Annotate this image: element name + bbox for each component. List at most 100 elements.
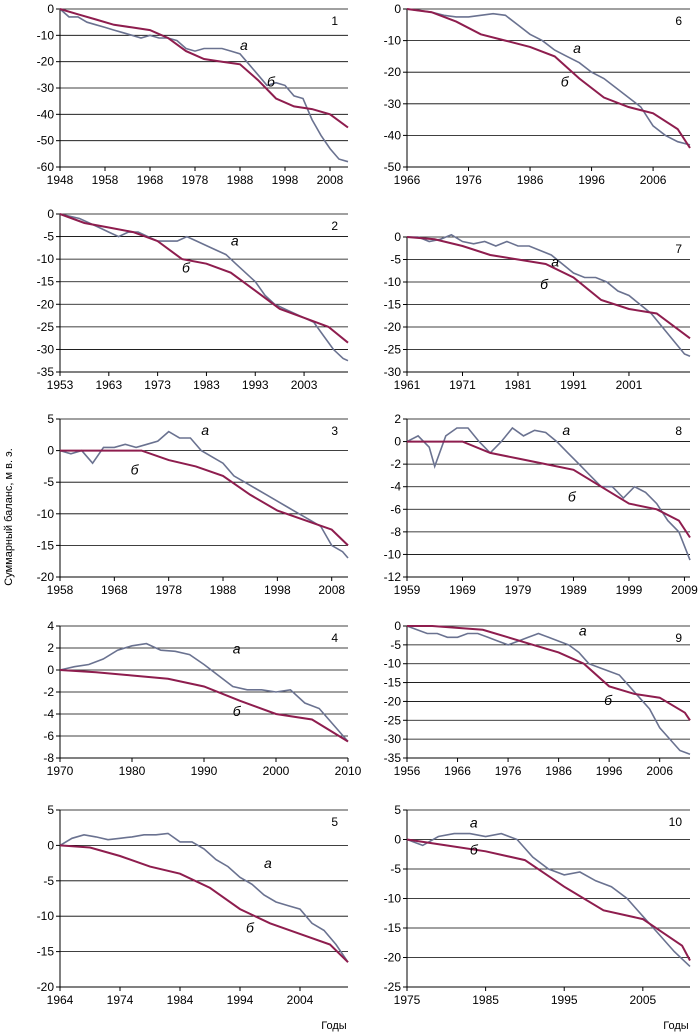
y-tick-label: 0 <box>394 435 401 449</box>
x-tick-label: 2006 <box>640 173 667 187</box>
x-tick-label: 1966 <box>444 764 471 778</box>
x-tick-label: 1974 <box>107 993 134 1007</box>
x-tick-label: 1991 <box>560 378 587 392</box>
series-line-a <box>406 426 691 561</box>
x-tick-label: 1968 <box>137 173 164 187</box>
panel-number: 1 <box>331 14 338 28</box>
series-line-a <box>59 213 349 362</box>
y-tick-label: -5 <box>43 475 54 489</box>
x-tick-label: 1994 <box>227 993 254 1007</box>
annotation-a: а <box>233 641 241 657</box>
series-line-b <box>60 449 349 547</box>
annotation-b: б <box>561 73 570 89</box>
y-tick-label: -35 <box>37 365 55 379</box>
x-tick-label: 1959 <box>394 583 421 597</box>
series-line-a <box>59 430 349 559</box>
x-tick-label: 1958 <box>92 173 119 187</box>
y-tick-label: -20 <box>37 55 55 69</box>
y-tick-label: -10 <box>384 892 402 906</box>
x-tick-label: 1983 <box>193 378 220 392</box>
y-tick-label: -5 <box>43 230 54 244</box>
x-tick-label: 1948 <box>47 173 74 187</box>
y-tick-label: -5 <box>43 874 54 888</box>
x-tick-label: 2008 <box>318 583 345 597</box>
x-tick-label: 1993 <box>242 378 269 392</box>
x-tick-label: 1980 <box>119 764 146 778</box>
x-tick-label: 2006 <box>646 764 673 778</box>
x-tick-label: 1988 <box>227 173 254 187</box>
y-tick-label: 0 <box>47 207 54 221</box>
y-tick-label: -25 <box>384 980 402 994</box>
y-tick-label: -15 <box>384 921 402 935</box>
y-tick-label: 0 <box>47 838 54 852</box>
x-tick-label: 1998 <box>264 583 291 597</box>
x-tick-label: 2009 <box>671 583 698 597</box>
y-tick-label: 0 <box>394 230 401 244</box>
y-tick-label: 4 <box>47 619 54 633</box>
x-axis-label-left: Годы <box>321 1020 347 1032</box>
y-tick-label: 0 <box>47 444 54 458</box>
y-tick-label: 5 <box>47 803 54 817</box>
y-tick-label: -60 <box>37 160 55 174</box>
y-tick-label: -25 <box>384 713 402 727</box>
y-tick-label: -30 <box>384 365 402 379</box>
y-tick-label: -12 <box>384 570 402 584</box>
x-tick-label: 1961 <box>394 378 421 392</box>
y-tick-label: -15 <box>384 298 402 312</box>
annotation-b: б <box>246 919 255 935</box>
panel-number: 7 <box>675 242 682 256</box>
y-tick-label: 0 <box>394 833 401 847</box>
x-tick-label: 1956 <box>394 764 421 778</box>
x-tick-label: 1995 <box>551 993 578 1007</box>
annotation-a: а <box>562 422 570 438</box>
annotation-b: б <box>540 276 549 292</box>
series-line-b <box>407 440 691 539</box>
x-tick-label: 1971 <box>449 378 476 392</box>
panel-number: 6 <box>675 14 682 28</box>
y-tick-label: 2 <box>47 641 54 655</box>
series-line-b <box>59 213 349 344</box>
y-tick-label: -10 <box>37 909 55 923</box>
y-tick-label: 0 <box>47 2 54 16</box>
y-tick-label: -20 <box>384 65 402 79</box>
x-tick-label: 2010 <box>335 764 362 778</box>
y-tick-label: -40 <box>384 128 402 142</box>
y-tick-label: -30 <box>37 342 55 356</box>
panel-number: 4 <box>331 631 338 645</box>
x-tick-label: 2000 <box>263 764 290 778</box>
series-line-b <box>59 8 349 129</box>
y-tick-label: -10 <box>384 275 402 289</box>
x-tick-label: 1979 <box>505 583 532 597</box>
y-tick-label: -2 <box>390 457 401 471</box>
x-tick-label: 1988 <box>210 583 237 597</box>
y-tick-label: -15 <box>37 538 55 552</box>
panel-number: 3 <box>331 424 338 438</box>
x-tick-label: 1985 <box>472 993 499 1007</box>
x-tick-label: 1978 <box>182 173 209 187</box>
x-tick-label: 1996 <box>578 173 605 187</box>
y-tick-label: -4 <box>390 480 401 494</box>
y-tick-label: -10 <box>37 507 55 521</box>
annotation-a: а <box>264 855 272 871</box>
y-tick-label: -20 <box>37 570 55 584</box>
y-tick-label: -5 <box>390 253 401 267</box>
x-tick-label: 1975 <box>394 993 421 1007</box>
y-tick-label: -25 <box>37 320 55 334</box>
x-tick-label: 1998 <box>272 173 299 187</box>
y-tick-label: -5 <box>390 862 401 876</box>
series-line-b <box>406 236 691 340</box>
x-tick-label: 1976 <box>495 764 522 778</box>
series-line-b <box>406 838 691 961</box>
panel-number: 9 <box>675 631 682 645</box>
annotation-a: а <box>573 40 581 56</box>
x-tick-label: 1953 <box>47 378 74 392</box>
y-tick-label: -15 <box>384 676 402 690</box>
annotation-a: а <box>240 37 248 53</box>
y-tick-label: 0 <box>394 619 401 633</box>
y-tick-label: -50 <box>384 160 402 174</box>
y-tick-label: 0 <box>394 2 401 16</box>
